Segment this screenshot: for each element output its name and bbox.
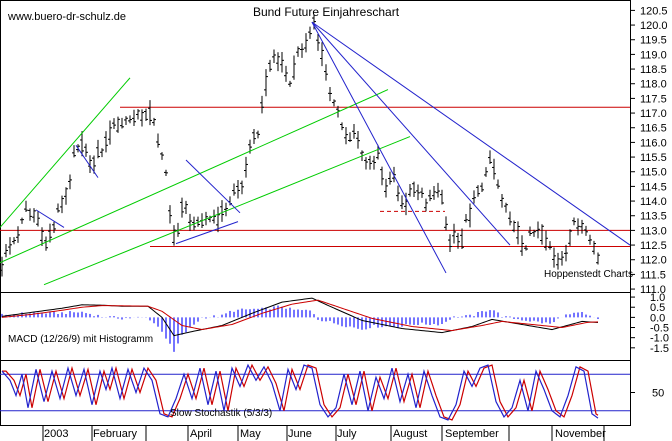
stochastic-label: Slow Stochastik (5/3/3): [170, 408, 272, 419]
trend-line: [175, 221, 239, 245]
price-tick-label: 113.5: [640, 211, 667, 223]
price-panel: 120.5 120.0 119.5 119.0 118.5 118.0 117.5 117.0…: [0, 0, 668, 296]
x-axis-label: August: [393, 428, 427, 440]
price-tick-label: 114.0: [640, 196, 667, 208]
x-axis-label: 2003: [44, 428, 68, 440]
price-tick-label: 118.0: [640, 79, 667, 91]
price-tick-label: 120.5: [640, 5, 668, 17]
macd-tick-label: -1.5: [650, 343, 669, 355]
trend-line: [35, 209, 65, 228]
macd-tick-label: 0.5: [650, 302, 665, 314]
price-tick-label: 118.5: [640, 64, 667, 76]
trend-line: [311, 21, 631, 246]
price-tick-label: 112.0: [640, 255, 667, 267]
price-tick-label: 119.5: [640, 35, 667, 47]
price-tick-label: 115.5: [640, 152, 667, 164]
trend-line: [43, 136, 411, 286]
x-axis-label: February: [93, 428, 138, 440]
price-tick-label: 112.5: [640, 240, 667, 252]
x-axis-label: June: [288, 428, 312, 440]
price-tick-label: 111.5: [640, 269, 666, 281]
x-axis-label: April: [190, 428, 212, 440]
x-axis-label: May: [240, 428, 261, 440]
trend-line: [311, 21, 511, 246]
trend-line: [311, 21, 447, 274]
price-tick-label: 116.5: [640, 123, 667, 135]
watermark: www.buero-dr-schulz.de: [7, 11, 126, 23]
price-tick-label: 120.0: [640, 20, 668, 32]
stochastic-k-line: [1, 363, 599, 421]
trend-line: [0, 89, 389, 264]
x-axis-label: November: [555, 428, 606, 440]
price-tick-label: 113.0: [640, 225, 667, 237]
x-axis-label: July: [337, 428, 357, 440]
price-tick-label: 111.0: [640, 284, 666, 296]
macd-tick-label: 1.0: [650, 292, 665, 304]
stochastic-d-line: [2, 363, 599, 421]
price-tick-label: 117.0: [640, 108, 667, 120]
stochastic-panel: 50: [0, 360, 664, 426]
x-axis-label: September: [445, 428, 499, 440]
trend-line: [185, 159, 241, 214]
x-axis: 2003 February April May June July August Septem…: [42, 425, 606, 441]
macd-tick-label: -1.0: [650, 333, 669, 345]
price-tick-label: 115.0: [640, 167, 667, 179]
source-label: Hoppenstedt Charts: [544, 269, 633, 280]
trend-line: [75, 145, 99, 178]
macd-tick-label: 0.0: [650, 312, 665, 324]
macd-signal-line: [1, 299, 599, 332]
chart-title: Bund Future Einjahreschart: [253, 5, 400, 19]
price-tick-label: 119.0: [640, 49, 667, 61]
stochastic-tick-label: 50: [652, 388, 664, 400]
price-tick-label: 116.0: [640, 137, 667, 149]
trend-line: [0, 77, 131, 228]
price-tick-label: 114.5: [640, 181, 667, 193]
macd-label: MACD (12/26/9) mit Histogramm: [8, 334, 153, 345]
macd-tick-label: -0.5: [650, 323, 669, 335]
price-tick-label: 117.5: [640, 93, 667, 105]
